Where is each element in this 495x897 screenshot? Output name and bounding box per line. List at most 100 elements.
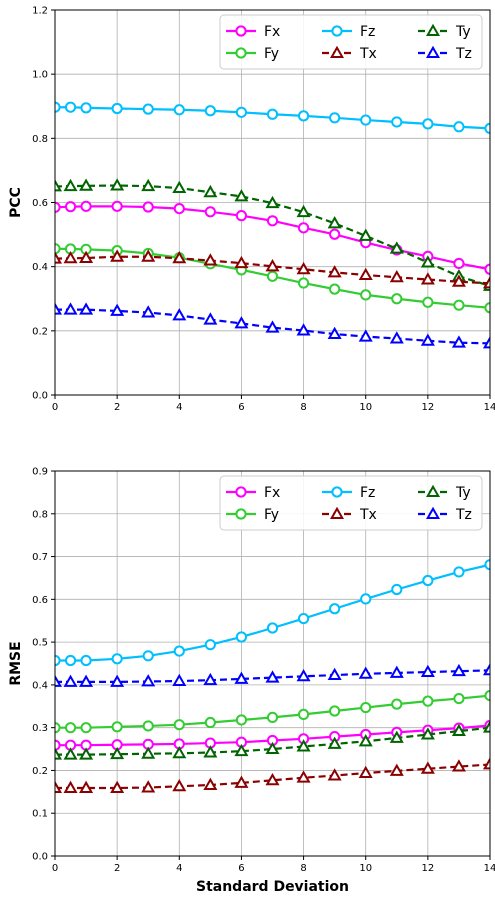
data-point-ty <box>141 746 156 759</box>
data-point-tz <box>265 670 280 683</box>
data-point-fx <box>142 201 154 213</box>
data-point-tx <box>234 255 249 269</box>
legend-label-fz: Fz <box>360 24 375 40</box>
data-point-tx <box>482 276 490 289</box>
data-point-fx <box>64 201 77 213</box>
legend-label-fy: Fy <box>264 46 279 62</box>
x-tick-label: 14 <box>484 863 495 874</box>
y-tick-label: 0.2 <box>32 326 48 337</box>
data-point-tz <box>141 305 156 318</box>
data-point-fx <box>329 228 341 240</box>
y-tick-label: 0.8 <box>32 134 48 145</box>
data-point-ty <box>482 720 490 733</box>
data-point-tx <box>55 780 63 793</box>
legend-label-fz: Fz <box>360 485 375 501</box>
y-tick-label: 0.6 <box>32 595 48 606</box>
data-point-ty <box>203 745 218 758</box>
y-tick-label: 0.4 <box>32 680 48 691</box>
data-point-tz <box>451 663 466 677</box>
data-point-fy <box>360 289 372 301</box>
data-point-tx <box>79 250 94 263</box>
x-tick-label: 10 <box>359 402 372 413</box>
data-point-tz <box>203 672 218 686</box>
data-point-ty <box>358 228 373 241</box>
data-point-tz <box>234 671 249 684</box>
data-point-tz <box>63 302 78 315</box>
legend-label-fy: Fy <box>264 507 279 523</box>
data-point-ty <box>234 743 249 757</box>
data-point-tz <box>55 302 63 315</box>
data-point-tx <box>482 757 490 770</box>
data-point-fy <box>297 277 310 289</box>
data-point-ty <box>79 747 94 760</box>
x-tick-label: 6 <box>238 402 244 413</box>
data-point-tz <box>203 312 218 325</box>
x-tick-label: 12 <box>421 863 434 874</box>
data-point-tx <box>203 253 218 266</box>
plot-frame <box>54 470 491 857</box>
legend-marker-fy <box>235 508 247 520</box>
series-group <box>55 559 490 793</box>
data-point-fy <box>80 722 92 734</box>
data-point-tx <box>172 251 187 264</box>
data-point-fz <box>329 112 341 124</box>
legend-marker-tz <box>425 45 441 58</box>
data-point-ty <box>110 746 125 760</box>
series-line-ty <box>55 726 490 756</box>
legend: Fx Fz Ty Fy Tx Tz <box>219 14 483 70</box>
series-line-ty <box>55 184 490 287</box>
data-point-ty <box>63 747 78 760</box>
series-line-tz <box>55 669 490 683</box>
chart-panel-1: 0 2 4 6 8 10 12 14 0.0 0.2 0.4 0.6 0.8 1.0 1.2 PCC Fx Fz T… <box>8 6 495 414</box>
y-tick-label: 0.6 <box>32 198 48 209</box>
data-point-tx <box>141 780 156 793</box>
data-point-fy <box>266 711 279 724</box>
data-point-fy <box>391 698 403 710</box>
legend-label-tz: Tz <box>455 507 472 523</box>
y-tick-label: 0.0 <box>32 852 48 863</box>
data-point-tz <box>482 663 490 676</box>
series-line-fx <box>55 724 490 747</box>
data-point-fx <box>453 257 465 270</box>
data-point-tx <box>203 777 218 790</box>
legend-marker-fx <box>235 486 247 498</box>
data-point-fy <box>204 716 216 729</box>
x-tick-label: 2 <box>114 863 120 874</box>
data-point-fz <box>422 118 434 130</box>
y-tick-label: 0.8 <box>32 509 48 520</box>
data-point-ty <box>451 723 466 737</box>
data-point-fx <box>204 206 216 218</box>
data-point-fy <box>360 701 372 714</box>
data-point-tz <box>172 673 187 687</box>
legend-marker-ty <box>425 484 441 497</box>
data-point-fz <box>142 650 154 662</box>
data-point-tz <box>79 674 94 687</box>
data-point-tx <box>358 267 373 280</box>
data-point-fz <box>297 110 310 122</box>
data-point-ty <box>327 216 342 229</box>
data-point-fy <box>297 708 310 721</box>
y-axis-label: RMSE <box>8 641 24 685</box>
data-point-tz <box>451 335 466 348</box>
data-point-ty <box>172 180 187 194</box>
y-tick-label: 0.4 <box>32 262 48 273</box>
data-point-ty <box>265 741 280 755</box>
data-point-ty <box>265 195 280 209</box>
data-point-fx <box>297 222 310 234</box>
data-point-tz <box>358 666 373 679</box>
x-tick-label: 8 <box>300 863 306 874</box>
data-point-fz <box>235 106 248 118</box>
data-point-tz <box>110 674 125 687</box>
data-point-fy <box>266 270 279 282</box>
data-point-tx <box>141 249 156 262</box>
data-point-fy <box>173 719 185 731</box>
y-axis-label: PCC <box>8 187 24 218</box>
data-point-fz <box>235 631 248 643</box>
data-point-ty <box>141 178 156 192</box>
data-point-tz <box>296 669 311 682</box>
data-point-tz <box>79 302 94 315</box>
data-point-tx <box>327 265 342 278</box>
data-point-tz <box>482 336 490 349</box>
data-point-fx <box>266 215 279 227</box>
